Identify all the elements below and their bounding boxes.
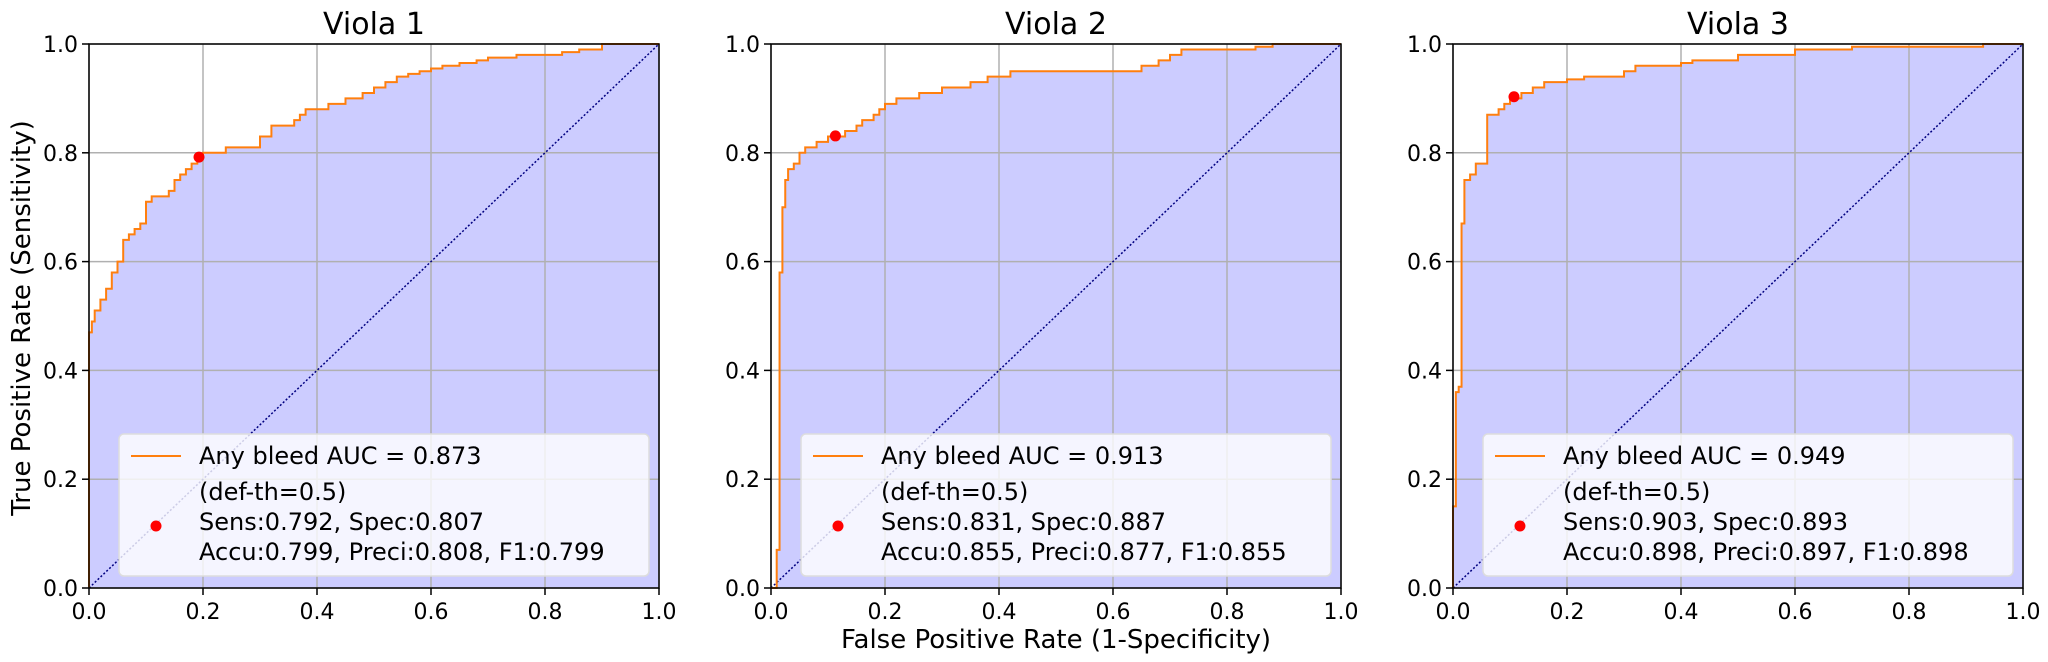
axes-frame — [770, 43, 1342, 589]
x-tick-label: 1.0 — [1324, 600, 1359, 625]
y-tick-label: 0.4 — [1407, 359, 1442, 384]
y-tick-label: 1.0 — [1407, 33, 1442, 58]
y-tick-label: 0.0 — [1407, 577, 1442, 602]
y-tick-label: 0.2 — [725, 468, 760, 493]
legend-point-label-line: Sens:0.831, Spec:0.887 — [881, 508, 1166, 536]
y-tick-label: 0.2 — [43, 468, 78, 493]
legend-line-label: Any bleed AUC = 0.949 — [1563, 442, 1846, 470]
roc-curve-line — [1452, 43, 2023, 588]
y-tick-label: 0.8 — [43, 142, 78, 167]
x-tick-label: 0.8 — [1210, 600, 1245, 625]
x-tick-label: 0.0 — [72, 600, 107, 625]
roc-curve-line — [771, 43, 1341, 589]
legend-point-label-line: Accu:0.855, Preci:0.877, F1:0.855 — [881, 538, 1287, 566]
chance-diagonal — [770, 43, 1342, 589]
y-tick-label: 1.0 — [725, 33, 760, 58]
legend: Any bleed AUC = 0.913 (def-th=0.5)Sens:0.… — [800, 433, 1332, 577]
roc-panels: 0.0 0.2 0.4 0.6 0.8 1.0 0.0 0.2 0.4 0.6 0.8 1.0 Viol… — [43, 7, 2041, 625]
chance-diagonal — [88, 43, 660, 589]
x-tick-label: 0.6 — [1096, 600, 1131, 625]
chart-title: Viola 2 — [1005, 7, 1107, 42]
x-tick-label: 0.2 — [186, 600, 221, 625]
legend-point-label-line: (def-th=0.5) — [1563, 478, 1710, 506]
figure-ylabel: True Positive Rate (Sensitivity) — [7, 120, 37, 517]
chart-panel-3: 0.0 0.2 0.4 0.6 0.8 1.0 0.0 0.2 0.4 0.6 0.8 1.0 Viol… — [1407, 7, 2041, 625]
x-tick-label: 0.6 — [1778, 600, 1813, 625]
x-tick-label: 0.4 — [982, 600, 1017, 625]
x-tick-label: 0.0 — [754, 600, 789, 625]
chance-diagonal — [1452, 43, 2024, 589]
roc-curve-line — [88, 43, 659, 588]
x-tick-label: 0.0 — [1436, 600, 1471, 625]
y-tick-label: 0.8 — [725, 142, 760, 167]
legend-point-label-line: Sens:0.903, Spec:0.893 — [1563, 508, 1848, 536]
operating-point-marker — [193, 151, 205, 163]
operating-point-marker — [1508, 91, 1520, 103]
legend-box — [800, 433, 1332, 577]
y-tick-label: 0.8 — [1407, 142, 1442, 167]
figure-xlabel: False Positive Rate (1-Specificity) — [841, 625, 1271, 655]
y-tick-label: 0.4 — [43, 359, 78, 384]
legend-point-label-line: Accu:0.799, Preci:0.808, F1:0.799 — [199, 538, 605, 566]
x-tick-label: 0.6 — [414, 600, 449, 625]
axes-frame — [1452, 43, 2024, 589]
legend-point-swatch — [1514, 520, 1526, 532]
legend-box — [1482, 433, 2014, 577]
x-tick-label: 1.0 — [642, 600, 677, 625]
legend-point-label-line: (def-th=0.5) — [881, 478, 1028, 506]
x-tick-label: 0.2 — [1550, 600, 1585, 625]
legend-line-label: Any bleed AUC = 0.913 — [881, 442, 1164, 470]
y-tick-label: 0.6 — [43, 251, 78, 276]
legend-point-label-line: (def-th=0.5) — [199, 478, 346, 506]
chart-panel-2: 0.0 0.2 0.4 0.6 0.8 1.0 0.0 0.2 0.4 0.6 0.8 1.0 Viol… — [725, 7, 1359, 625]
legend-point-label-line: Accu:0.898, Preci:0.897, F1:0.898 — [1563, 538, 1969, 566]
legend: Any bleed AUC = 0.873 (def-th=0.5)Sens:0.… — [118, 433, 650, 577]
y-tick-label: 0.2 — [1407, 468, 1442, 493]
x-tick-label: 0.8 — [1892, 600, 1927, 625]
legend-point-swatch — [150, 520, 162, 532]
x-tick-label: 0.2 — [868, 600, 903, 625]
y-tick-label: 0.0 — [43, 577, 78, 602]
legend-line-label: Any bleed AUC = 0.873 — [199, 442, 482, 470]
legend-box — [118, 433, 650, 577]
y-tick-label: 1.0 — [43, 33, 78, 58]
y-tick-label: 0.6 — [725, 251, 760, 276]
x-tick-label: 0.4 — [1664, 600, 1699, 625]
x-tick-label: 1.0 — [2006, 600, 2041, 625]
legend-point-swatch — [832, 520, 844, 532]
x-tick-label: 0.8 — [528, 600, 563, 625]
legend: Any bleed AUC = 0.949 (def-th=0.5)Sens:0.… — [1482, 433, 2014, 577]
y-tick-label: 0.4 — [725, 359, 760, 384]
chart-title: Viola 3 — [1687, 7, 1789, 42]
operating-point-marker — [829, 130, 841, 142]
y-tick-label: 0.0 — [725, 577, 760, 602]
chart-panel-1: 0.0 0.2 0.4 0.6 0.8 1.0 0.0 0.2 0.4 0.6 0.8 1.0 Viol… — [43, 7, 677, 625]
legend-point-label-line: Sens:0.792, Spec:0.807 — [199, 508, 484, 536]
y-tick-label: 0.6 — [1407, 251, 1442, 276]
axes-frame — [88, 43, 660, 589]
x-tick-label: 0.4 — [300, 600, 335, 625]
chart-title: Viola 1 — [323, 7, 425, 42]
